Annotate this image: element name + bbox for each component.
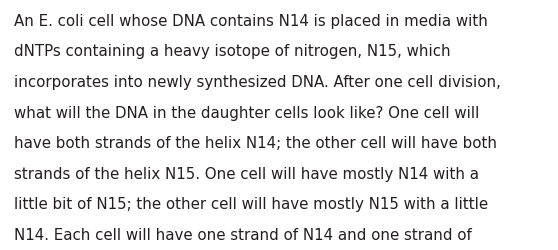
Text: dNTPs containing a heavy isotope of nitrogen, N15, which: dNTPs containing a heavy isotope of nitr… — [14, 44, 450, 59]
Text: little bit of N15; the other cell will have mostly N15 with a little: little bit of N15; the other cell will h… — [14, 196, 488, 212]
Text: An E. coli cell whose DNA contains N14 is placed in media with: An E. coli cell whose DNA contains N14 i… — [14, 14, 488, 29]
Text: N14. Each cell will have one strand of N14 and one strand of: N14. Each cell will have one strand of N… — [14, 227, 472, 242]
Text: incorporates into newly synthesized DNA. After one cell division,: incorporates into newly synthesized DNA.… — [14, 75, 501, 90]
Text: what will the DNA in the daughter cells look like? One cell will: what will the DNA in the daughter cells … — [14, 105, 479, 120]
Text: have both strands of the helix N14; the other cell will have both: have both strands of the helix N14; the … — [14, 136, 497, 150]
Text: strands of the helix N15. One cell will have mostly N14 with a: strands of the helix N15. One cell will … — [14, 166, 479, 181]
